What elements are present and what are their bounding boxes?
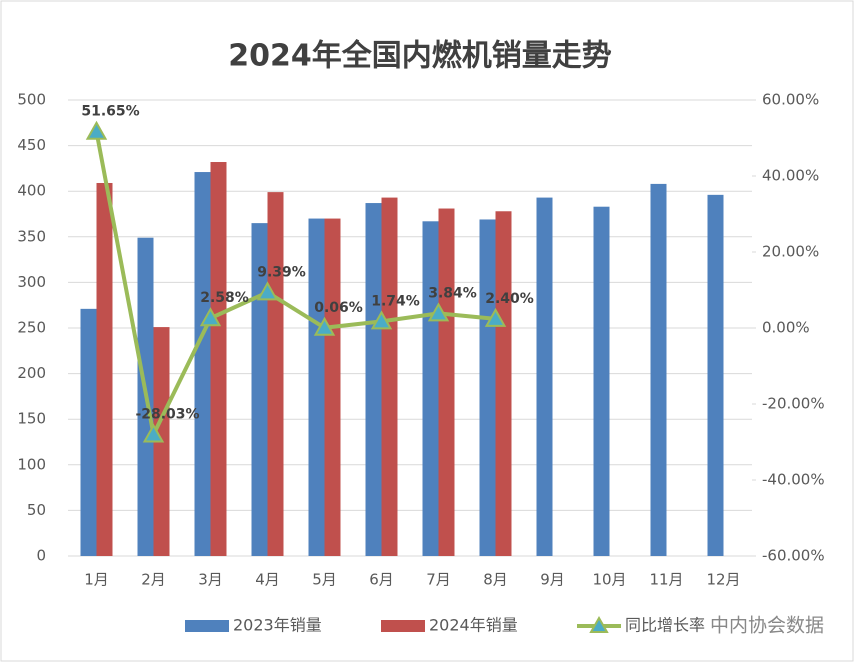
data-label: 2.58% bbox=[200, 290, 249, 306]
x-tick-label: 1月 bbox=[84, 571, 109, 589]
y-tick-label: 50 bbox=[27, 501, 46, 519]
bar bbox=[324, 218, 341, 556]
data-label: 0.06% bbox=[314, 300, 363, 316]
y2-tick-label: -60.00% bbox=[762, 547, 825, 565]
data-label: 9.39% bbox=[257, 264, 306, 280]
legend-marker bbox=[589, 615, 609, 633]
marker bbox=[484, 307, 507, 327]
bar bbox=[96, 182, 113, 556]
y2-tick-label: 20.00% bbox=[762, 243, 819, 261]
marker bbox=[370, 310, 393, 330]
legend-swatch bbox=[381, 620, 425, 632]
bar bbox=[650, 183, 667, 557]
data-label: -28.03% bbox=[135, 407, 199, 423]
x-tick-label: 2月 bbox=[141, 571, 166, 589]
data-label: 1.74% bbox=[371, 293, 420, 309]
marker bbox=[427, 302, 450, 322]
bar bbox=[422, 221, 439, 556]
data-label: 2.40% bbox=[485, 291, 534, 307]
bar bbox=[308, 218, 325, 556]
line bbox=[94, 131, 496, 437]
x-tick-label: 12月 bbox=[706, 571, 740, 589]
data-label: 51.65% bbox=[81, 104, 139, 120]
marker bbox=[256, 281, 279, 301]
bar bbox=[80, 308, 97, 556]
y-tick-label: 100 bbox=[17, 455, 46, 473]
legend-label: 2024年销量 bbox=[429, 616, 518, 635]
bar bbox=[365, 203, 382, 556]
x-tick-label: 8月 bbox=[483, 571, 508, 589]
marker bbox=[85, 120, 108, 140]
legend-label: 2023年销量 bbox=[233, 616, 322, 635]
bar bbox=[438, 208, 455, 556]
y2-tick-label: -40.00% bbox=[762, 471, 825, 489]
marker bbox=[313, 316, 336, 336]
y-tick-label: 350 bbox=[17, 227, 46, 245]
legend-swatch bbox=[185, 620, 229, 632]
y2-tick-label: -20.00% bbox=[762, 395, 825, 413]
x-tick-label: 10月 bbox=[592, 571, 626, 589]
data-label: 3.84% bbox=[428, 285, 477, 301]
y-tick-label: 0 bbox=[36, 547, 46, 565]
y2-tick-label: 40.00% bbox=[762, 167, 819, 185]
bar bbox=[194, 172, 211, 556]
x-tick-label: 5月 bbox=[312, 571, 337, 589]
x-tick-label: 4月 bbox=[255, 571, 280, 589]
y-tick-label: 500 bbox=[17, 91, 46, 109]
y-tick-label: 250 bbox=[17, 319, 46, 337]
y-tick-label: 400 bbox=[17, 182, 46, 200]
bar bbox=[593, 206, 610, 557]
x-tick-label: 3月 bbox=[198, 571, 223, 589]
x-tick-label: 9月 bbox=[540, 571, 565, 589]
marker bbox=[199, 307, 222, 327]
watermark: 中内协会数据 bbox=[710, 615, 824, 637]
bar bbox=[495, 211, 512, 556]
x-tick-label: 6月 bbox=[369, 571, 394, 589]
bar bbox=[267, 192, 284, 556]
y-tick-label: 150 bbox=[17, 410, 46, 428]
y-tick-label: 300 bbox=[17, 273, 46, 291]
x-tick-label: 7月 bbox=[426, 571, 451, 589]
y2-tick-label: 60.00% bbox=[762, 91, 819, 109]
marker bbox=[142, 423, 165, 443]
bar bbox=[210, 162, 227, 557]
y-tick-label: 200 bbox=[17, 364, 46, 382]
y2-tick-label: 0.00% bbox=[762, 319, 810, 337]
x-tick-label: 11月 bbox=[649, 571, 683, 589]
bar bbox=[707, 194, 724, 556]
bar bbox=[381, 197, 398, 557]
bar bbox=[536, 197, 553, 557]
bar bbox=[479, 219, 496, 557]
bar bbox=[251, 223, 268, 556]
chart-title: 2024年全国内燃机销量走势 bbox=[228, 39, 612, 74]
y-tick-label: 450 bbox=[17, 136, 46, 154]
legend-label: 同比增长率 bbox=[625, 616, 705, 635]
